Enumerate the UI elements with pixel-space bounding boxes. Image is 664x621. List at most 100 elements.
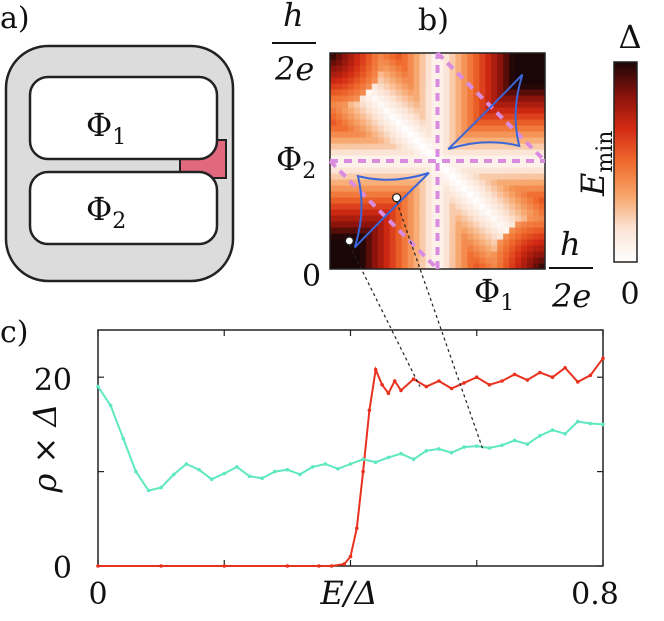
heatmap-cell: [377, 131, 385, 138]
heatmap-cell: [389, 65, 397, 72]
heatmap-cell: [431, 245, 439, 252]
heatmap-cell: [455, 131, 462, 138]
heatmap-cell: [497, 131, 504, 138]
heatmap-cell: [539, 71, 545, 78]
heatmap-cell: [485, 257, 492, 264]
heatmap-cell: [425, 53, 433, 60]
heatmap-cell: [491, 179, 498, 186]
heatmap-cell: [383, 149, 391, 156]
heatmap-cell: [485, 149, 492, 156]
heatmap-cell: [521, 221, 528, 228]
heatmap-cell: [407, 101, 415, 108]
heatmap-cell: [353, 131, 361, 138]
heatmap-cell: [419, 77, 427, 84]
heatmap-cell: [347, 149, 355, 156]
heatmap-cell: [347, 227, 355, 234]
heatmap-cell: [491, 155, 498, 162]
heatmap-cell: [485, 161, 492, 168]
heatmap-cell: [335, 155, 343, 162]
heatmap-cell: [521, 251, 528, 258]
heatmap-cell: [407, 107, 415, 114]
heatmap-cell: [389, 59, 397, 66]
heatmap-cell: [479, 149, 486, 156]
heatmap-cell: [455, 209, 462, 216]
heatmap-cell: [509, 59, 516, 66]
heatmap-cell: [467, 185, 474, 192]
heatmap-x-label: Φ1: [474, 272, 514, 316]
heatmap-cell: [395, 227, 403, 234]
series-cyan-point: [576, 419, 580, 424]
series-red-point: [424, 384, 429, 389]
heatmap-cell: [515, 65, 522, 72]
heatmap-cell: [419, 143, 427, 150]
heatmap-cell: [383, 263, 391, 269]
heatmap-cell: [449, 239, 457, 246]
heatmap-cell: [341, 257, 349, 264]
heatmap-cell: [503, 167, 510, 174]
heatmap-cell: [419, 155, 427, 162]
heatmap-cell: [425, 155, 433, 162]
heatmap-cell: [539, 191, 545, 198]
heatmap-cell: [485, 185, 492, 192]
heatmap-cell: [371, 155, 379, 162]
series-cyan-point: [386, 455, 391, 460]
heatmap-cell: [455, 179, 462, 186]
heatmap-cell: [449, 53, 457, 60]
heatmap-cell: [431, 161, 439, 168]
heatmap-cell: [330, 119, 337, 126]
heatmap-cell: [330, 251, 337, 258]
heatmap-cell: [383, 113, 391, 120]
heatmap-cell: [497, 227, 504, 234]
heatmap-cell: [455, 59, 462, 66]
heatmap-cell: [401, 59, 409, 66]
heatmap-cell: [461, 83, 468, 90]
heatmap-cell: [341, 59, 349, 66]
series-cyan-point: [298, 472, 302, 477]
heatmap-cell: [491, 53, 498, 60]
heatmap-cell: [371, 77, 379, 84]
heatmap-cell: [335, 161, 343, 168]
heatmap-cell: [503, 191, 510, 198]
heatmap-cell: [330, 215, 337, 222]
x-period-denominator: 2e: [551, 277, 591, 315]
heatmap-cell: [365, 185, 373, 192]
heatmap-cell: [401, 113, 409, 120]
series-cyan-point: [563, 432, 567, 436]
heatmap-cell: [335, 203, 343, 210]
heatmap-cell: [383, 251, 391, 258]
heatmap-cell: [413, 119, 421, 126]
heatmap-cell: [330, 197, 337, 204]
heatmap-cell: [365, 203, 373, 210]
heatmap-cell: [437, 95, 445, 102]
heatmap-cell: [347, 173, 355, 180]
y-tick-label-0: 0: [53, 551, 72, 586]
heatmap-cell: [473, 143, 480, 150]
heatmap-cell: [335, 179, 343, 186]
heatmap-cell: [479, 77, 486, 84]
heatmap-cell: [341, 209, 349, 216]
heatmap-cell: [461, 89, 468, 96]
heatmap-cell: [527, 239, 534, 246]
heatmap-cell: [509, 263, 516, 269]
heatmap-cell: [347, 83, 355, 90]
heatmap-cell: [359, 203, 367, 210]
heatmap-cell: [395, 251, 403, 258]
heatmap-cell: [491, 233, 498, 240]
heatmap-cell: [341, 167, 349, 174]
heatmap-cell: [491, 107, 498, 114]
heatmap-cell: [330, 131, 337, 138]
heatmap-cell: [395, 101, 403, 108]
series-cyan-point: [134, 469, 138, 474]
heatmap-cell: [527, 107, 534, 114]
heatmap-cell: [365, 173, 373, 180]
heatmap-cell: [425, 251, 433, 258]
heatmap-cell: [515, 95, 522, 102]
heatmap-cell: [527, 227, 534, 234]
heatmap-cell: [341, 89, 349, 96]
heatmap-cell: [509, 107, 516, 114]
heatmap-cell: [467, 161, 474, 168]
heatmap-cell: [389, 155, 397, 162]
heatmap-cell: [449, 209, 457, 216]
heatmap-cell: [401, 257, 409, 264]
heatmap-cell: [377, 143, 385, 150]
